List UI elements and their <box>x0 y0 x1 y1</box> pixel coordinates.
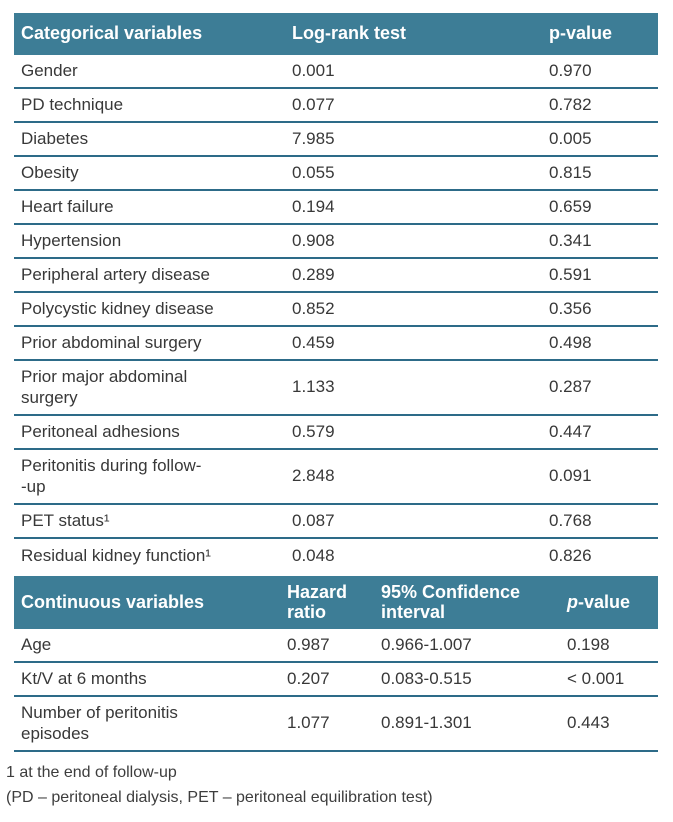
p-value-rest: -value <box>578 591 631 612</box>
variable-cell: PET status¹ <box>21 510 110 530</box>
pvalue-cell: 0.287 <box>549 377 592 397</box>
variable-cell: Residual kidney function¹ <box>21 545 211 565</box>
variable-cell: Heart failure <box>21 196 114 216</box>
log-rank-test-header: Log-rank test <box>292 23 407 44</box>
p-value-header: p-value <box>549 23 613 44</box>
variable-cell: Kt/V at 6 months <box>21 668 147 688</box>
logrank-cell: 0.055 <box>292 162 335 182</box>
variable-cell: Hypertension <box>21 230 122 250</box>
logrank-cell: 0.077 <box>292 94 335 114</box>
table-row-ktv-at-6-months: Kt/V at 6 months 0.207 0.083-0.515 < 0.0… <box>14 663 658 697</box>
variable-cell: Prior major abdominal surgery <box>21 367 188 407</box>
pvalue-cell: 0.782 <box>549 94 592 114</box>
p-value-italic-header: p -value <box>555 576 658 629</box>
confidence-interval-header: 95% Confidence interval <box>381 581 521 622</box>
pvalue-cell: 0.970 <box>549 60 592 80</box>
footnote-follow-up: 1 at the end of follow-up <box>6 764 177 781</box>
pvalue-cell: 0.356 <box>549 298 592 318</box>
ci-cell: 0.966-1.007 <box>381 634 472 654</box>
table-row-pd-technique: PD technique 0.077 0.782 <box>14 89 658 123</box>
table-row-polycystic-kidney-disease: Polycystic kidney disease 0.852 0.356 <box>14 293 658 327</box>
table-row-age: Age 0.987 0.966-1.007 0.198 <box>14 629 658 663</box>
pvalue-cell: 0.498 <box>549 332 592 352</box>
table-row-peritonitis-during-follow-up: Peritonitis during follow- -up 2.848 0.0… <box>14 450 658 505</box>
logrank-cell: 0.908 <box>292 230 335 250</box>
pvalue-cell: < 0.001 <box>567 668 625 688</box>
table-row-prior-major-abdominal-surgery: Prior major abdominal surgery 1.133 0.28… <box>14 361 658 416</box>
variable-cell: Gender <box>21 60 78 80</box>
variable-cell: PD technique <box>21 94 124 114</box>
hazard-cell: 0.987 <box>287 634 330 654</box>
continuous-variables-header: Continuous variables <box>21 591 205 612</box>
logrank-cell: 7.985 <box>292 128 335 148</box>
p-value-italic-p: p <box>567 591 578 612</box>
table-row-peritoneal-adhesions: Peritoneal adhesions 0.579 0.447 <box>14 416 658 450</box>
table-row-residual-kidney-function: Residual kidney function¹ 0.048 0.826 <box>14 539 658 573</box>
ci-cell: 0.891-1.301 <box>381 713 472 733</box>
table-row-obesity: Obesity 0.055 0.815 <box>14 157 658 191</box>
table-footnotes: 1 at the end of follow-up (PD – peritone… <box>6 760 433 810</box>
pvalue-cell: 0.447 <box>549 421 592 441</box>
variable-cell: Polycystic kidney disease <box>21 298 214 318</box>
logrank-cell: 2.848 <box>292 466 335 486</box>
logrank-cell: 0.579 <box>292 421 335 441</box>
categorical-header-row: Categorical variables Log-rank test p-va… <box>14 13 658 55</box>
table-row-pet-status: PET status¹ 0.087 0.768 <box>14 505 658 539</box>
table-row-number-of-peritonitis-episodes: Number of peritonitis episodes 1.077 0.8… <box>14 697 658 752</box>
logrank-cell: 0.001 <box>292 60 335 80</box>
variable-cell: Peritonitis during follow- -up <box>21 456 202 496</box>
variable-cell: Peritoneal adhesions <box>21 421 180 441</box>
table-row-heart-failure: Heart failure 0.194 0.659 <box>14 191 658 225</box>
hazard-cell: 1.077 <box>287 713 330 733</box>
logrank-cell: 0.048 <box>292 545 335 565</box>
table-row-prior-abdominal-surgery: Prior abdominal surgery 0.459 0.498 <box>14 327 658 361</box>
variable-cell: Prior abdominal surgery <box>21 332 202 352</box>
pvalue-cell: 0.826 <box>549 545 592 565</box>
categorical-variables-header: Categorical variables <box>21 23 203 44</box>
pvalue-cell: 0.443 <box>567 713 610 733</box>
pvalue-cell: 0.091 <box>549 466 592 486</box>
pvalue-cell: 0.815 <box>549 162 592 182</box>
ci-cell: 0.083-0.515 <box>381 668 472 688</box>
logrank-cell: 1.133 <box>292 377 335 397</box>
pvalue-cell: 0.198 <box>567 634 610 654</box>
logrank-cell: 0.852 <box>292 298 335 318</box>
hazard-ratio-header: Hazard ratio <box>287 581 348 622</box>
table-row-gender: Gender 0.001 0.970 <box>14 55 658 89</box>
footnote-abbreviations: (PD – peritoneal dialysis, PET – periton… <box>6 789 433 806</box>
table-row-diabetes: Diabetes 7.985 0.005 <box>14 123 658 157</box>
pvalue-cell: 0.005 <box>549 128 592 148</box>
table-row-peripheral-artery-disease: Peripheral artery disease 0.289 0.591 <box>14 259 658 293</box>
pvalue-cell: 0.341 <box>549 230 592 250</box>
pvalue-cell: 0.591 <box>549 264 592 284</box>
pvalue-cell: 0.659 <box>549 196 592 216</box>
logrank-cell: 0.459 <box>292 332 335 352</box>
logrank-cell: 0.194 <box>292 196 335 216</box>
logrank-cell: 0.289 <box>292 264 335 284</box>
table-row-hypertension: Hypertension 0.908 0.341 <box>14 225 658 259</box>
pvalue-cell: 0.768 <box>549 510 592 530</box>
survival-analysis-table: Categorical variables Log-rank test p-va… <box>14 13 658 752</box>
variable-cell: Number of peritonitis episodes <box>21 703 178 743</box>
variable-cell: Age <box>21 634 52 654</box>
logrank-cell: 0.087 <box>292 510 335 530</box>
variable-cell: Obesity <box>21 162 79 182</box>
variable-cell: Diabetes <box>21 128 89 148</box>
variable-cell: Peripheral artery disease <box>21 264 210 284</box>
continuous-header-row: Continuous variables Hazard ratio 95% Co… <box>14 576 658 629</box>
hazard-cell: 0.207 <box>287 668 330 688</box>
